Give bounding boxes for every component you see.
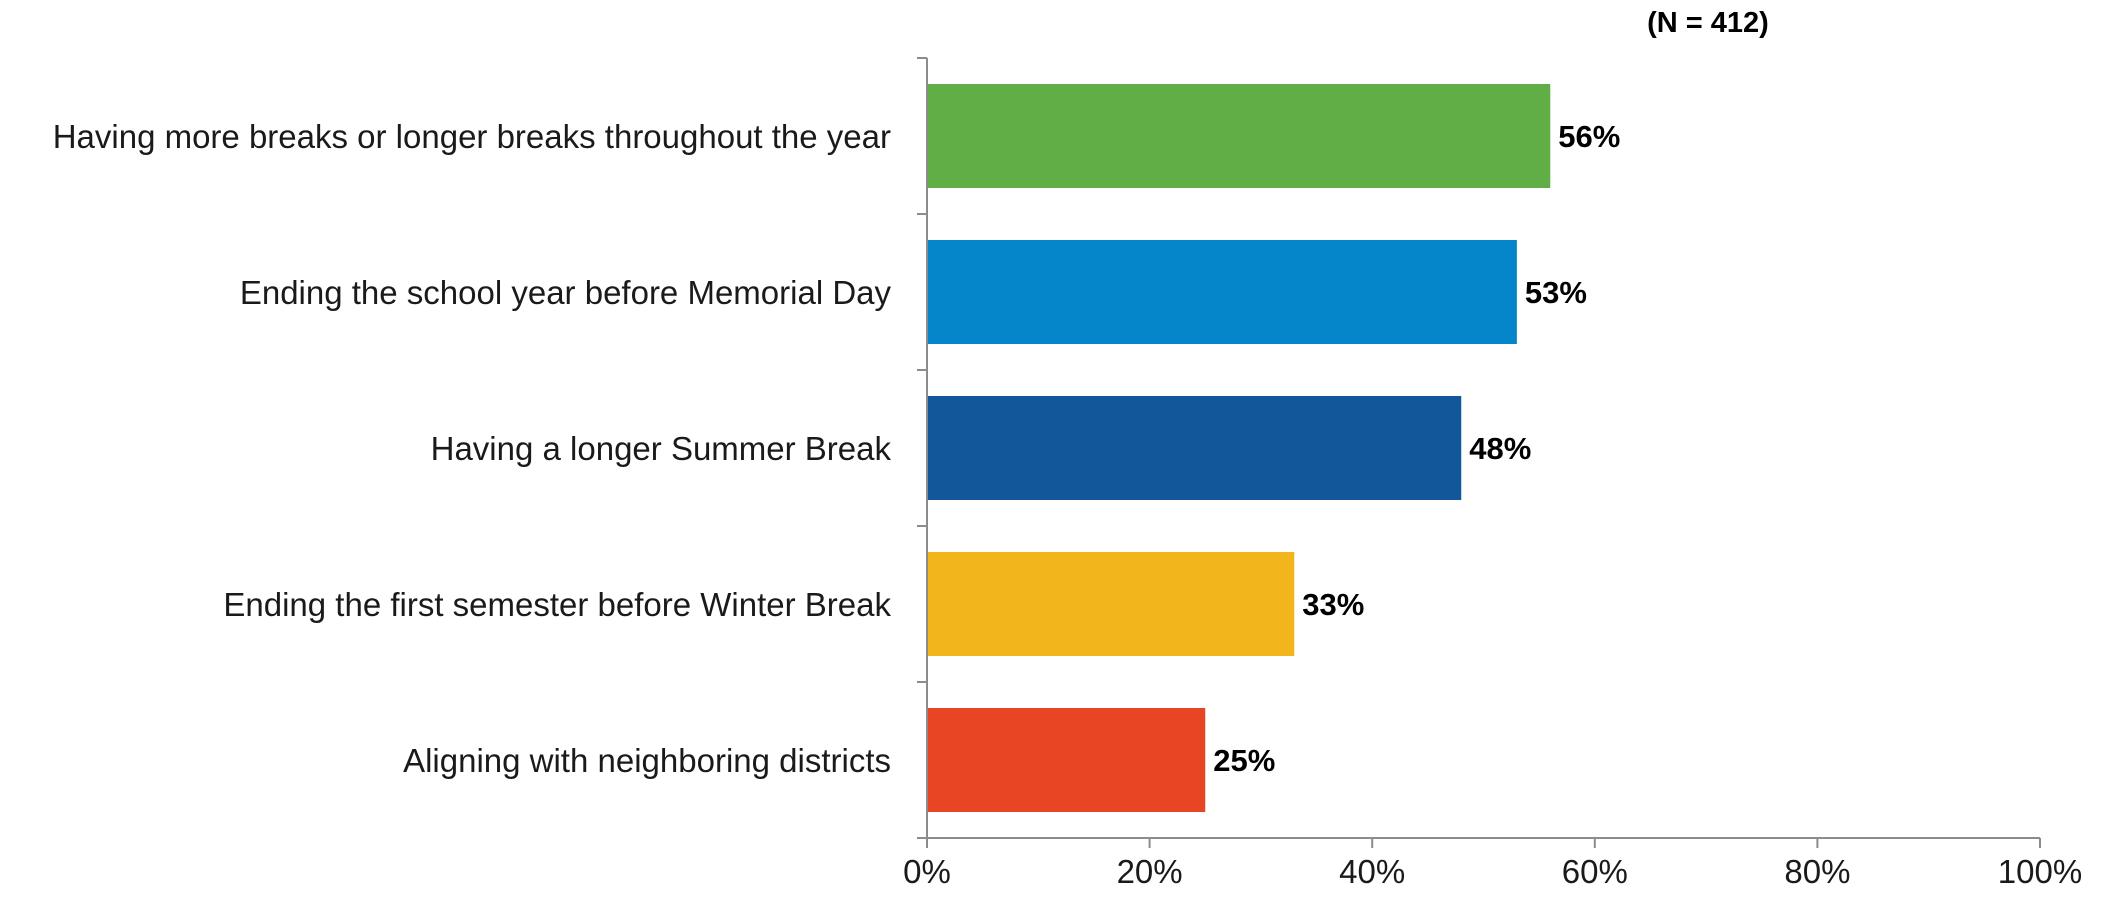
value-label-1: 56% — [1558, 119, 1620, 154]
bar-3 — [928, 396, 1462, 500]
x-tick-label-3: 60% — [1562, 853, 1628, 890]
bar-4 — [928, 552, 1295, 656]
bars-layer: Having more breaks or longer breaks thro… — [53, 84, 1620, 812]
x-tick-label-2: 40% — [1339, 853, 1405, 890]
bar-5 — [928, 708, 1206, 812]
category-label-1: Having more breaks or longer breaks thro… — [53, 118, 891, 155]
bar-1 — [928, 84, 1551, 188]
x-tick-label-0: 0% — [903, 853, 951, 890]
category-label-4: Ending the first semester before Winter … — [223, 586, 891, 623]
sample-size-note: (N = 412) — [1647, 7, 1769, 39]
x-tick-label-1: 20% — [1117, 853, 1183, 890]
x-tick-label-5: 100% — [1998, 853, 2082, 890]
category-label-5: Aligning with neighboring districts — [403, 742, 891, 779]
value-label-3: 48% — [1469, 431, 1531, 466]
axes: 0% 20% 40% 60% 80% 100% — [903, 57, 2082, 890]
value-label-2: 53% — [1525, 275, 1587, 310]
category-label-3: Having a longer Summer Break — [431, 430, 892, 467]
bar-2 — [928, 240, 1517, 344]
category-label-2: Ending the school year before Memorial D… — [240, 274, 892, 311]
value-label-5: 25% — [1213, 743, 1275, 778]
x-tick-label-4: 80% — [1784, 853, 1850, 890]
value-label-4: 33% — [1302, 587, 1364, 622]
